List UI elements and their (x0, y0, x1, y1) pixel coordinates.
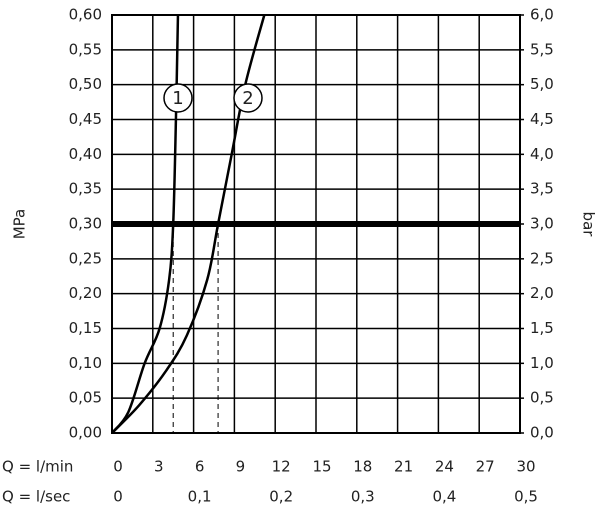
y2-tick-label: 2,0 (530, 284, 554, 302)
y-tick-label: 0,00 (69, 424, 102, 442)
y-tick-label: 0,60 (69, 6, 102, 24)
x-tick-label: 30 (516, 458, 535, 476)
y2-tick-label: 4,0 (530, 145, 554, 163)
y2-tick-label: 1,5 (530, 319, 554, 337)
y2-axis-label: bar (580, 212, 598, 238)
y2-tick-label: 3,0 (530, 215, 554, 233)
x-tick-label: 12 (272, 458, 291, 476)
y2-tick-label: 4,5 (530, 110, 554, 128)
x-tick-label: 3 (154, 458, 164, 476)
x-tick-label: 21 (394, 458, 413, 476)
x-tick-label: 24 (435, 458, 454, 476)
y2-tick-label: 0,0 (530, 424, 554, 442)
y-tick-label: 0,10 (69, 354, 102, 372)
y-tick-label: 0,35 (69, 180, 102, 198)
x2-tick-label: 0,4 (432, 488, 456, 506)
x2-tick-label: 0,5 (514, 488, 538, 506)
y-axis-label: MPa (11, 209, 29, 240)
y-tick-label: 0,15 (69, 319, 102, 337)
y-tick-label: 0,05 (69, 389, 102, 407)
y-tick-label: 0,40 (69, 145, 102, 163)
x2-tick-label: 0,2 (269, 488, 293, 506)
y-tick-label: 0,55 (69, 40, 102, 58)
x-tick-label: 9 (236, 458, 246, 476)
x-axis-label: Q = l/min (2, 458, 73, 476)
x2-tick-label: 0,1 (188, 488, 212, 506)
legend-label: 1 (172, 88, 183, 109)
y2-tick-label: 2,5 (530, 249, 554, 267)
y2-tick-label: 0,5 (530, 389, 554, 407)
y-tick-label: 0,50 (69, 75, 102, 93)
x-tick-label: 6 (195, 458, 205, 476)
y-tick-label: 0,30 (69, 215, 102, 233)
y-tick-label: 0,25 (69, 249, 102, 267)
y2-tick-label: 5,5 (530, 40, 554, 58)
legend-marker (163, 83, 193, 113)
y-tick-label: 0,20 (69, 284, 102, 302)
y2-tick-label: 6,0 (530, 6, 554, 24)
x-tick-label: 0 (113, 458, 123, 476)
y2-tick-label: 5,0 (530, 75, 554, 93)
x-tick-label: 18 (353, 458, 372, 476)
x2-tick-label: 0,3 (351, 488, 375, 506)
legend-label: 2 (242, 88, 253, 109)
curve (111, 14, 180, 434)
x2-axis-label: Q = l/sec (2, 488, 70, 506)
x2-tick-label: 0 (113, 488, 123, 506)
y2-tick-label: 1,0 (530, 354, 554, 372)
y2-tick-label: 3,5 (530, 180, 554, 198)
x-tick-label: 27 (476, 458, 495, 476)
legend-marker (233, 83, 263, 113)
x-tick-label: 15 (312, 458, 331, 476)
y-tick-label: 0,45 (69, 110, 102, 128)
